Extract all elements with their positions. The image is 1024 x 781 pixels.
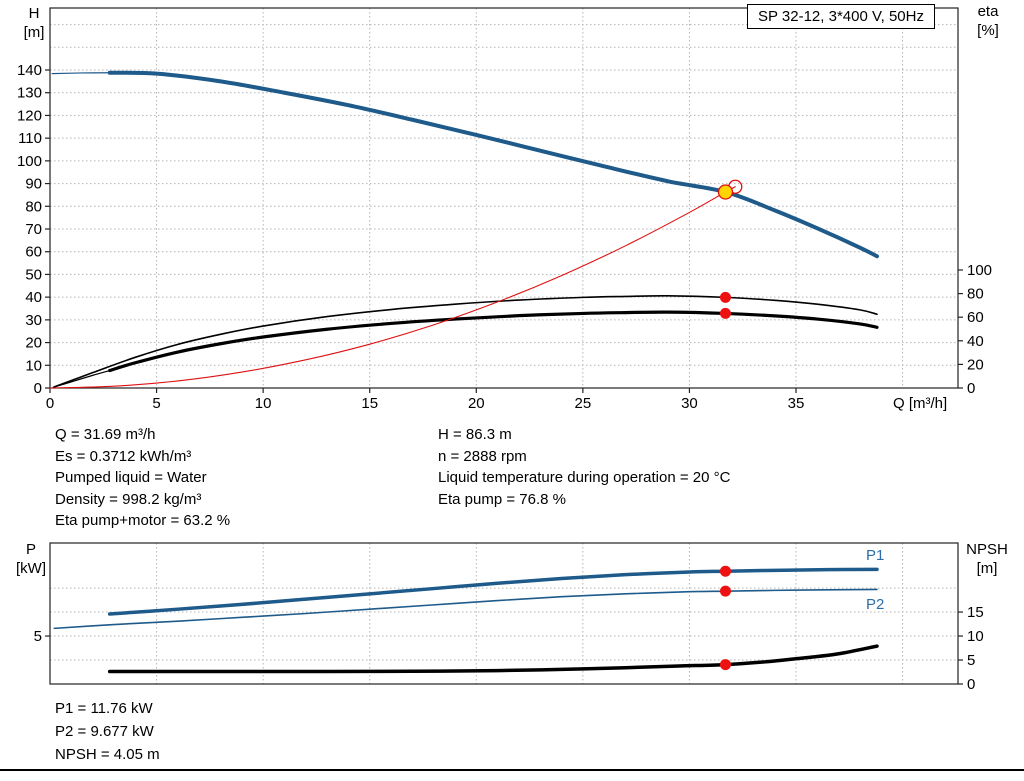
y-tick-label: 120 [17,107,42,124]
result-p2: P2 = 9.677 kW [55,723,154,740]
operating-point-marker [717,184,734,200]
power-npsh-chart: 5 0 5 10 15 [34,542,984,693]
x-tick-label: 15 [361,395,378,412]
eta-pump-curve [53,295,878,388]
q-axis-title: Q [m³/h] [893,395,948,412]
info-density: Density = 998.2 kg/m³ [55,490,202,508]
npsh-axis-symbol: NPSH [966,541,1008,558]
eta-axis-symbol: eta [977,3,999,20]
y2-tick-label: 60 [967,309,984,326]
x-tick-label: 35 [788,395,805,412]
plot-frame [49,7,959,389]
operating-data-right: H = 86.3 m n = 2888 rpm Liquid temperatu… [438,424,730,510]
p-axis-symbol: P [25,541,36,558]
h-axis-unit: [m] [23,24,45,41]
eta-axis-unit: [%] [977,22,999,39]
y-tick-label: 30 [25,312,42,329]
y-tick-label: 80 [25,198,42,215]
eta-axis-title: eta [%] [962,2,1014,40]
x-tick-label: 20 [468,395,485,412]
p2-curve [53,588,878,630]
y-tick-label: 60 [25,244,42,261]
info-pumped-liquid: Pumped liquid = Water [55,469,207,486]
y-tick-label: 100 [17,153,42,170]
info-eta-pump-motor: Eta pump+motor = 63.2 % [55,512,231,529]
y-tick-label: 0 [34,380,42,397]
y2-tick-label: 5 [967,652,975,669]
p1-series-label: P1 [866,547,885,564]
npsh-curve [107,644,879,674]
p-axis-title: P [kW] [8,540,54,578]
info-flow: Q = 31.69 m³/h [55,426,156,443]
y-tick-label: 20 [25,335,42,352]
eta-pump-motor-curve [108,310,879,373]
head-efficiency-chart: 0 5 10 15 20 25 30 35 0 10 20 30 40 50 60 70 80 90 100 110 1… [17,7,992,412]
y2-tick-label: 0 [967,676,975,693]
info-liquid-temperature: Liquid temperature during operation = 20… [438,469,731,486]
info-specific-energy: Es = 0.3712 kWh/m³ [55,447,192,465]
info-head: H = 86.3 m [438,426,512,443]
system-curve [49,186,736,389]
p1-curve [107,567,879,616]
eta-pump-motor-curve-lead [52,369,111,388]
x-tick-label: 0 [46,395,54,412]
y-tick-label: 70 [25,221,42,238]
p2-series-label: P2 [866,596,885,613]
x-tick-label: 30 [681,395,698,412]
p1-point [719,565,731,577]
bottom-divider [0,769,1024,771]
result-p1: P1 = 11.76 kW [55,700,153,717]
y2-tick-label: 20 [967,356,984,373]
eta-pump-point [719,291,731,303]
eta-pump-motor-point [719,307,731,319]
result-values: P1 = 11.76 kW P2 = 9.677 kW NPSH = 4.05 … [55,697,160,766]
y2-tick-label: 80 [967,286,984,303]
result-npsh: NPSH = 4.05 m [55,746,160,763]
y-tick-label: 40 [25,289,42,306]
y2-tick-label: 40 [967,333,984,350]
npsh-point [719,659,731,671]
x-tick-label: 25 [575,395,592,412]
y2-tick-label: 100 [967,262,992,279]
x-tick-label: 10 [255,395,272,412]
y-tick-label: 140 [17,62,42,79]
p-axis-unit: [kW] [16,560,46,577]
h-axis-title: H [m] [12,4,56,42]
head-curve-lead [51,72,111,75]
plot-frame [49,542,959,685]
x-tick-label: 5 [152,395,160,412]
y-tick-label: 50 [25,266,42,283]
y-tick-label: 5 [34,628,42,645]
y2-tick-label: 15 [967,604,984,621]
y-tick-label: 130 [17,85,42,102]
npsh-axis-unit: [m] [976,560,998,577]
p2-point [719,585,731,597]
y2-tick-label: 0 [967,380,975,397]
y2-tick-label: 10 [967,628,984,645]
h-axis-symbol: H [28,5,40,22]
npsh-axis-title: NPSH [m] [956,540,1018,578]
y-tick-label: 90 [25,176,42,193]
info-eta-pump: Eta pump = 76.8 % [438,490,566,508]
pump-title-box: SP 32-12, 3*400 V, 50Hz [747,4,935,29]
info-speed: n = 2888 rpm [438,447,527,465]
operating-data-left: Q = 31.69 m³/h Es = 0.3712 kWh/m³ Pumped… [55,424,230,532]
head-curve [107,70,880,259]
y-tick-label: 10 [25,357,42,374]
y-tick-label: 110 [18,130,42,147]
